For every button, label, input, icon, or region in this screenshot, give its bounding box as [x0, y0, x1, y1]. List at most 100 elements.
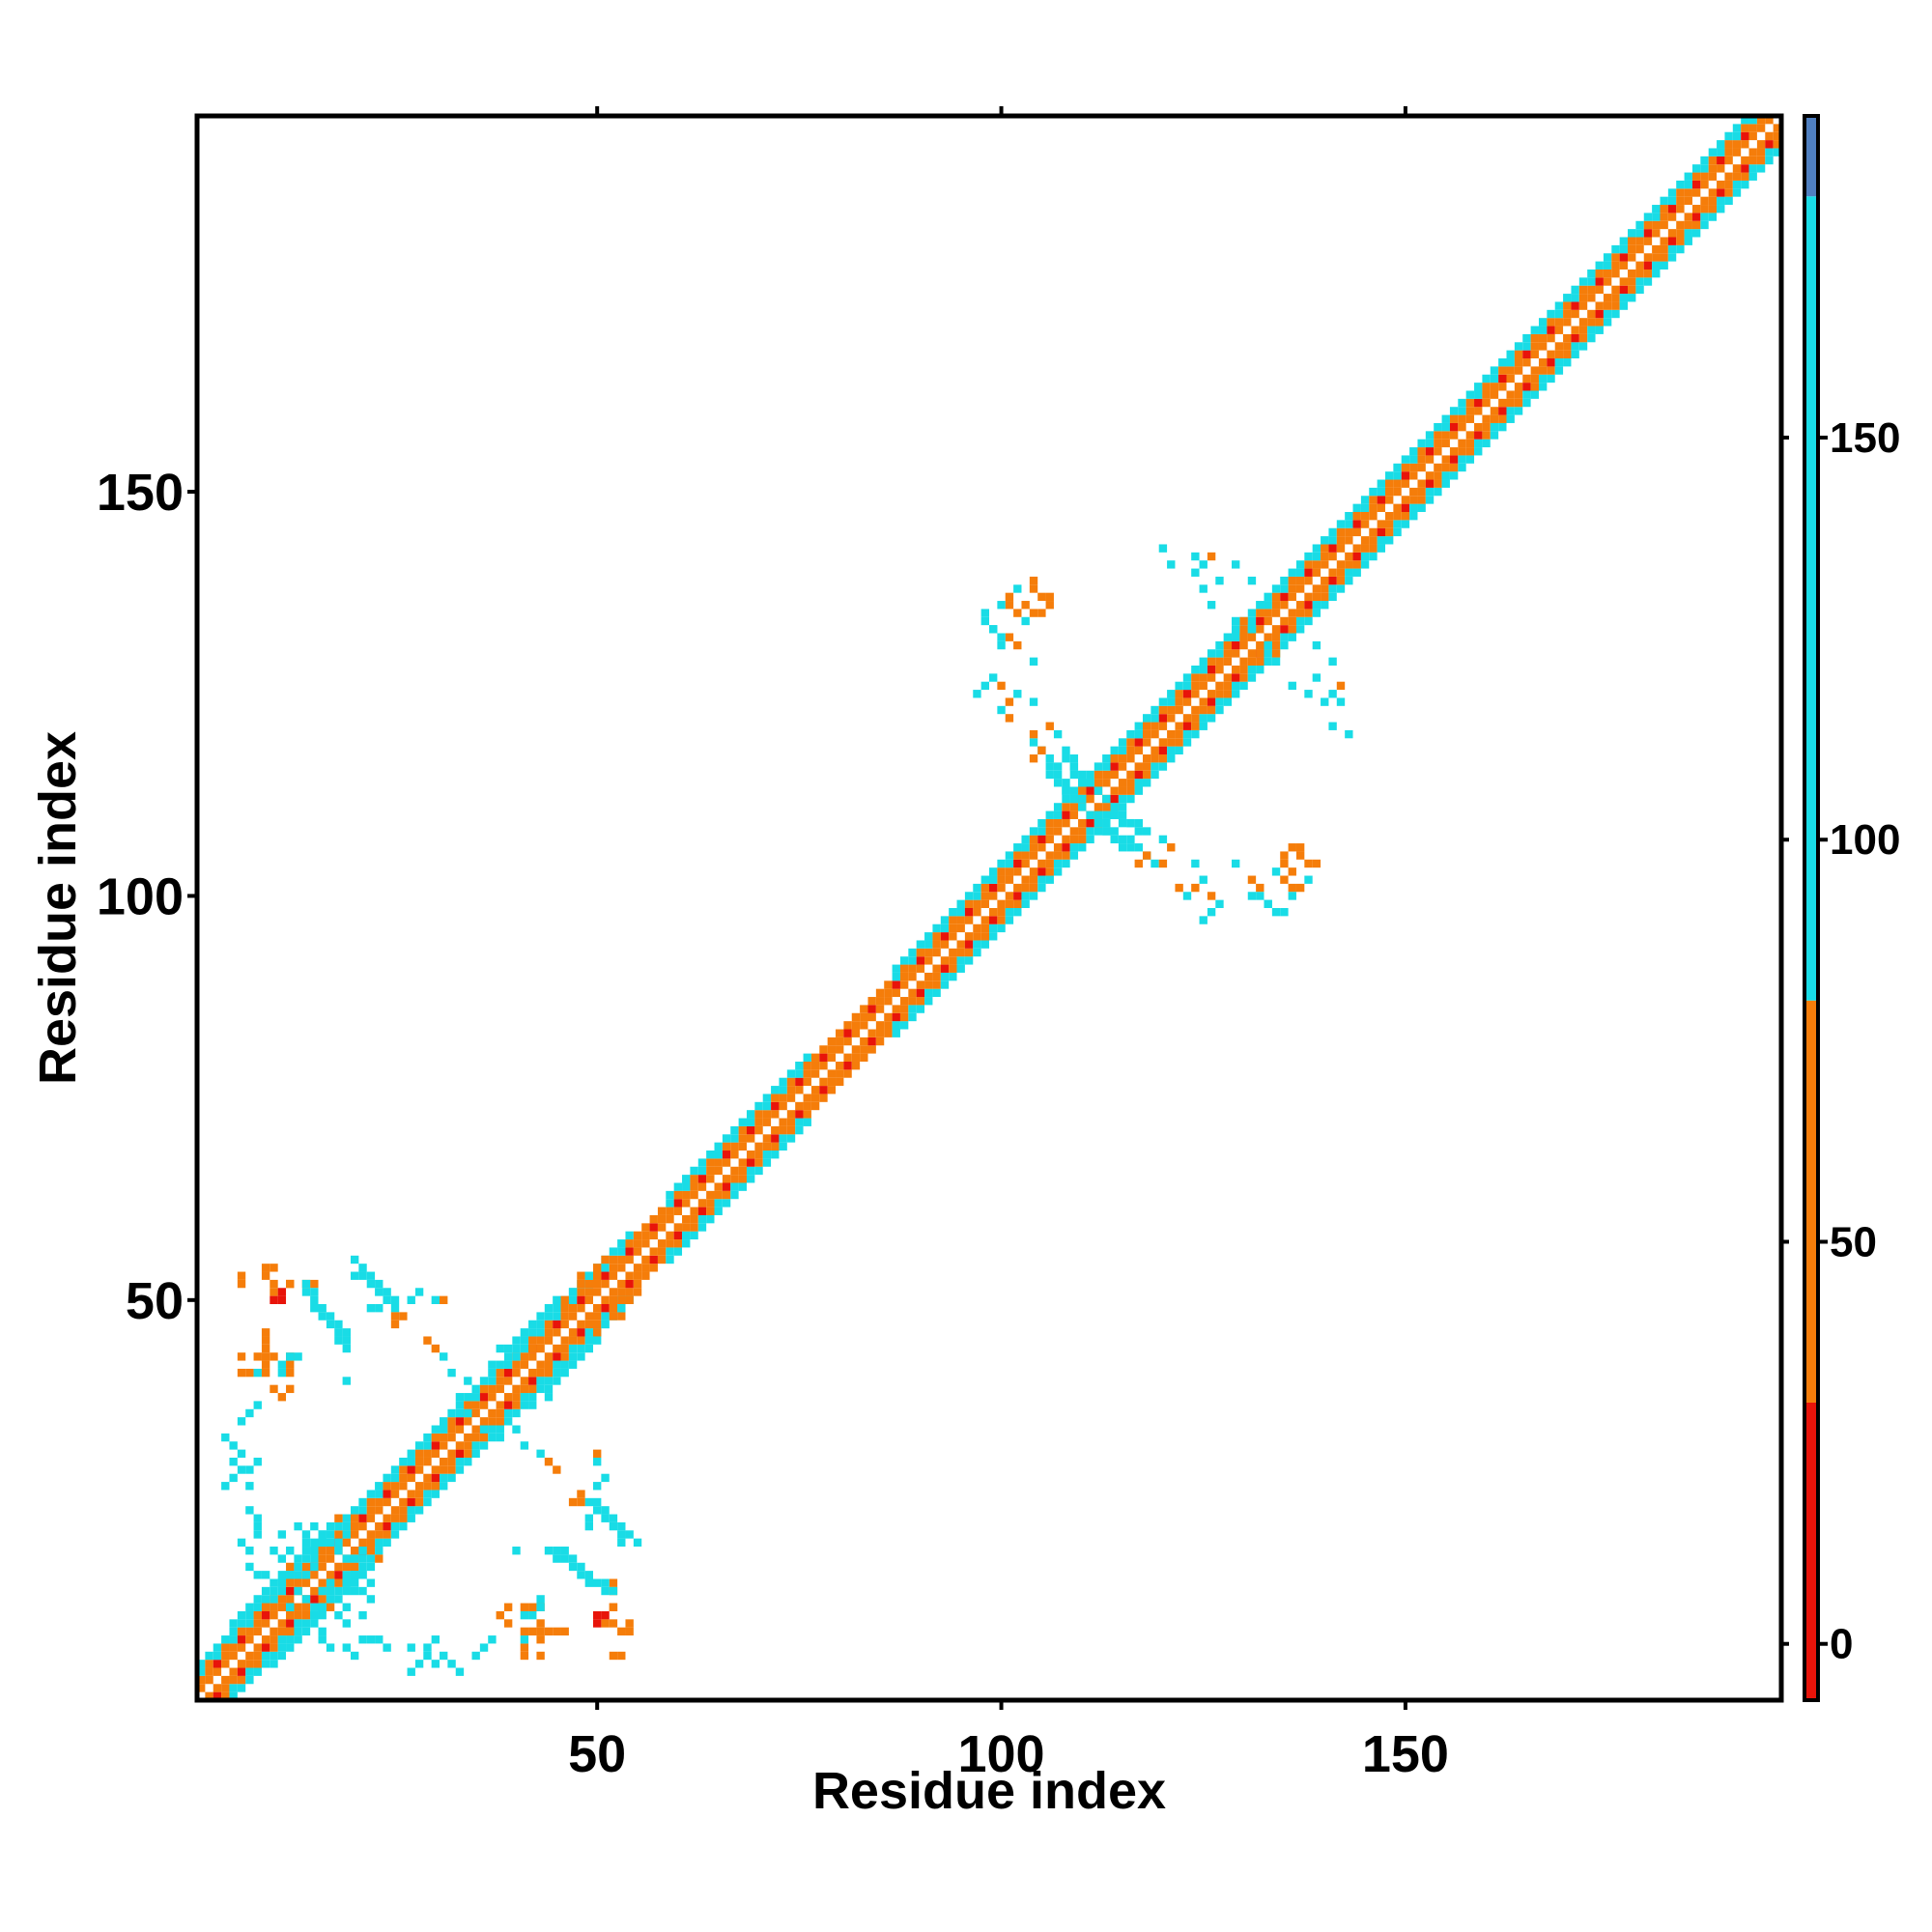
heatmap-cell [1142, 714, 1151, 723]
heatmap-cell [875, 988, 885, 998]
heatmap-cell [1223, 649, 1233, 658]
heatmap-cell [1045, 762, 1054, 771]
heatmap-cell [1530, 374, 1539, 384]
heatmap-cell [1086, 827, 1094, 836]
heatmap-cell [1102, 827, 1111, 836]
heatmap-cell [1547, 326, 1555, 334]
heatmap-cell [1264, 633, 1272, 641]
heatmap-cell [536, 1627, 545, 1636]
heatmap-cell [1409, 503, 1418, 512]
heatmap-cell [520, 1360, 529, 1369]
heatmap-cell [1280, 616, 1289, 626]
heatmap-cell [544, 1360, 554, 1369]
heatmap-cell [1288, 681, 1296, 691]
heatmap-cell [795, 1110, 804, 1119]
heatmap-cell [520, 1401, 529, 1409]
heatmap-cell [536, 1603, 545, 1611]
heatmap-cell [1619, 277, 1629, 286]
heatmap-cell [1393, 463, 1402, 472]
heatmap-cell [229, 1619, 238, 1628]
heatmap-cell [1126, 754, 1135, 763]
heatmap-cell [827, 1077, 837, 1087]
colorbar-band [1804, 196, 1818, 1001]
heatmap-cell [1280, 908, 1289, 917]
heatmap-cell [593, 1288, 602, 1296]
heatmap-cell [1490, 390, 1499, 399]
heatmap-cell [964, 908, 974, 917]
heatmap-cell [1635, 244, 1644, 254]
heatmap-cell [754, 1118, 763, 1126]
heatmap-cell [577, 1304, 585, 1313]
heatmap-cell [423, 1643, 432, 1652]
heatmap-cell [536, 1368, 545, 1378]
heatmap-cell [673, 1247, 683, 1256]
heatmap-cell [229, 1457, 238, 1466]
heatmap-cell [568, 1304, 578, 1313]
heatmap-cell [277, 1635, 287, 1644]
heatmap-cell [1247, 609, 1257, 617]
heatmap-cell [860, 1005, 868, 1013]
heatmap-cell [1530, 383, 1539, 391]
heatmap-cell [423, 1433, 432, 1442]
heatmap-cell [544, 1336, 554, 1345]
heatmap-cell [1288, 892, 1296, 900]
heatmap-cell [1667, 244, 1677, 254]
heatmap-cell [584, 1497, 593, 1507]
heatmap-cell [1295, 883, 1305, 893]
heatmap-cell [1029, 843, 1038, 852]
heatmap-cell [1312, 544, 1321, 553]
heatmap-cell [245, 1660, 254, 1668]
heatmap-cell [1482, 439, 1491, 448]
heatmap-cell [1498, 398, 1507, 408]
heatmap-cell [229, 1643, 238, 1652]
heatmap-cell [956, 908, 965, 917]
heatmap-cell [366, 1304, 376, 1313]
heatmap-cell [286, 1610, 295, 1620]
heatmap-cell [358, 1521, 367, 1531]
heatmap-cell [875, 1037, 885, 1046]
heatmap-cell [795, 1125, 804, 1135]
heatmap-cell [560, 1352, 569, 1361]
heatmap-cell [746, 1175, 755, 1183]
heatmap-cell [1069, 835, 1079, 844]
heatmap-cell [1223, 697, 1233, 706]
heatmap-cell [1554, 318, 1564, 327]
heatmap-cell [1563, 301, 1572, 310]
heatmap-cell [1571, 333, 1579, 343]
heatmap-cell [1684, 188, 1692, 197]
heatmap-cell [1328, 536, 1337, 545]
heatmap-cell [1280, 633, 1289, 641]
heatmap-cell [1369, 496, 1378, 504]
heatmap-cell [366, 1506, 376, 1515]
heatmap-cell [810, 1094, 820, 1102]
heatmap-cell [375, 1554, 384, 1563]
heatmap-cell [544, 1304, 554, 1313]
heatmap-cell [568, 1562, 578, 1572]
heatmap-cell [229, 1635, 238, 1644]
heatmap-cell [1118, 803, 1127, 811]
heatmap-cell [786, 1086, 796, 1094]
heatmap-cell [503, 1393, 513, 1402]
heatmap-cell [1732, 164, 1742, 173]
heatmap-cell [1660, 196, 1668, 206]
heatmap-cell [358, 1571, 367, 1579]
heatmap-cell [836, 1029, 844, 1037]
heatmap-cell [722, 1175, 731, 1183]
heatmap-cell [1369, 487, 1378, 497]
heatmap-cell [496, 1417, 504, 1426]
heatmap-cell [1628, 237, 1636, 245]
heatmap-cell [447, 1417, 456, 1426]
heatmap-cell [641, 1264, 650, 1272]
heatmap-cell [342, 1514, 351, 1522]
heatmap-cell [657, 1207, 667, 1215]
heatmap-cell [1619, 244, 1629, 254]
heatmap-cell [366, 1635, 376, 1644]
heatmap-cell [1280, 859, 1289, 868]
heatmap-cell [1522, 390, 1531, 399]
heatmap-cell [237, 1449, 246, 1458]
heatmap-cell [867, 997, 876, 1006]
heatmap-cell [245, 1667, 254, 1676]
heatmap-cell [1182, 673, 1192, 682]
heatmap-cell [1741, 131, 1749, 141]
heatmap-cell [1611, 244, 1620, 254]
